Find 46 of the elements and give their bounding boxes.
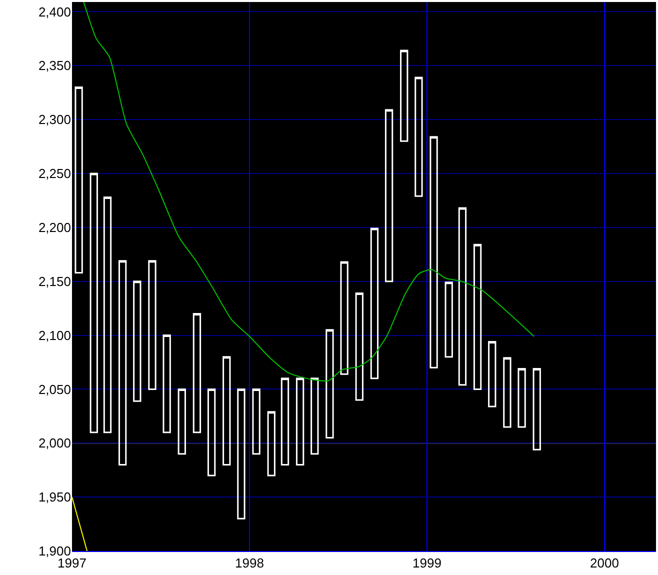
candlestick — [148, 260, 156, 390]
x-tick-label: 2000 — [590, 556, 619, 571]
candlestick — [237, 388, 246, 520]
y-tick-label: 2,150 — [38, 274, 71, 289]
candlestick — [384, 109, 394, 282]
y-tick-label: 2,050 — [38, 382, 71, 397]
candlestick — [340, 261, 348, 375]
y-tick-label: 2,000 — [38, 436, 71, 451]
candlestick — [280, 378, 290, 466]
candlestick — [310, 378, 319, 455]
candlestick — [133, 280, 142, 402]
x-tick-label: 1999 — [412, 556, 442, 571]
candlestick — [400, 50, 408, 142]
candlestick — [444, 282, 453, 358]
candlestick — [222, 356, 231, 466]
candlestick — [118, 260, 127, 466]
line-series — [83, 2, 534, 382]
candlestick — [355, 292, 364, 401]
y-tick-label: 2,300 — [38, 112, 71, 128]
candlestick — [430, 136, 438, 368]
candlestick — [473, 244, 482, 390]
candlestick — [90, 172, 98, 434]
candlestick — [103, 196, 112, 434]
y-tick-label: 2,100 — [38, 328, 71, 343]
y-tick-label: 1,950 — [38, 490, 71, 505]
candlestick — [370, 228, 379, 380]
y-tick-label: 2,200 — [38, 220, 71, 235]
candlestick — [207, 388, 216, 476]
candlestick — [178, 388, 186, 455]
candlestick — [414, 76, 423, 197]
candlestick — [252, 388, 260, 455]
candlestick — [296, 378, 304, 466]
candlestick — [192, 312, 202, 434]
y-tick-label: 2,350 — [38, 58, 71, 74]
x-tick-label: 1998 — [235, 556, 264, 571]
candlestick — [518, 368, 526, 428]
y-tick-label: 2,250 — [38, 166, 71, 182]
candlestick — [503, 357, 512, 428]
candlestick — [162, 334, 171, 434]
candlestick — [532, 368, 541, 450]
candlestick — [458, 207, 467, 386]
candlestick — [74, 86, 83, 274]
y-tick-label: 2,400 — [38, 4, 71, 20]
candlestick — [326, 329, 334, 438]
candlestick — [267, 411, 276, 476]
candlestick — [488, 341, 496, 408]
